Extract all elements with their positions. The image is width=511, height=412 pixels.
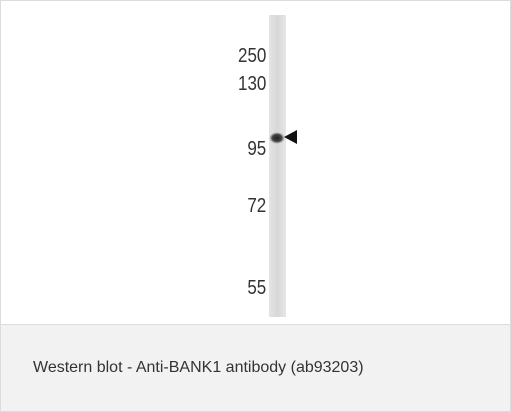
marker-label: 55 xyxy=(247,278,266,298)
marker-label: 130 xyxy=(238,74,266,94)
caption-box: Western blot - Anti-BANK1 antibody (ab93… xyxy=(1,325,510,411)
figure-card: 250 130 95 72 55 Western blot - Anti-BAN… xyxy=(0,0,511,412)
marker-label: 250 xyxy=(238,46,266,66)
marker-label: 95 xyxy=(247,139,266,159)
blot-image: 250 130 95 72 55 xyxy=(1,1,510,325)
band xyxy=(269,132,285,144)
marker-label: 72 xyxy=(247,196,266,216)
lane xyxy=(269,15,286,317)
caption: Western blot - Anti-BANK1 antibody (ab93… xyxy=(33,359,364,377)
